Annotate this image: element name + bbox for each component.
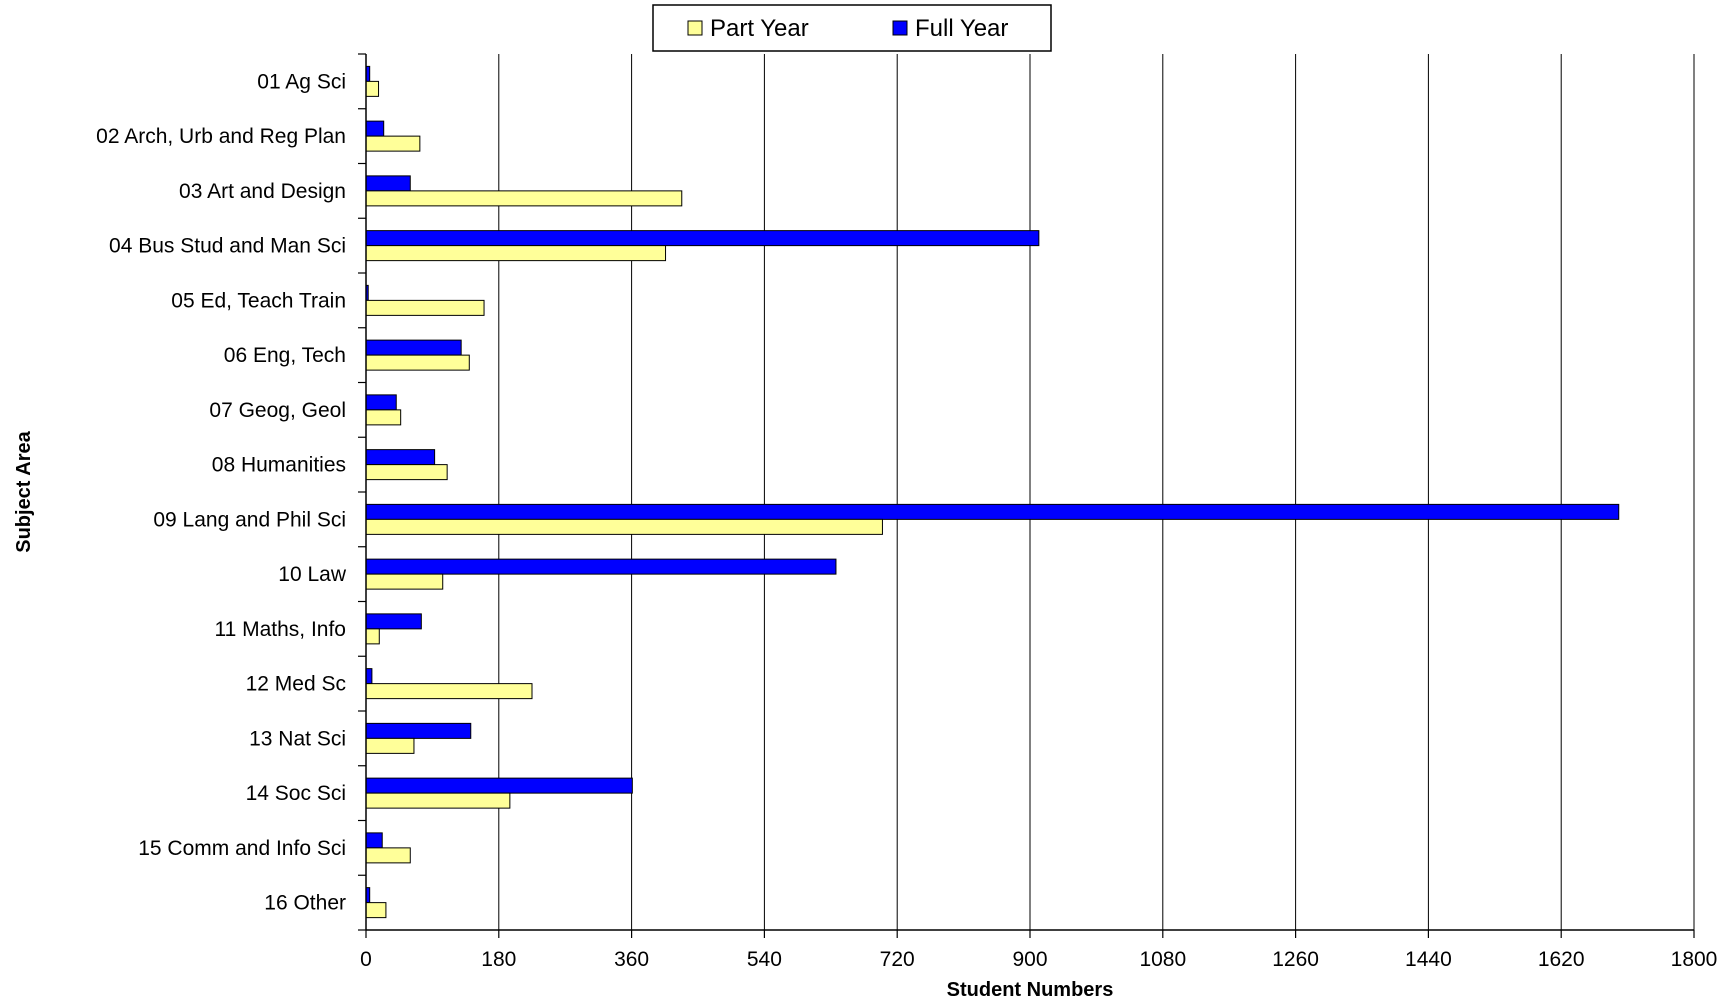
x-tick-label: 900 xyxy=(1012,948,1047,971)
bar-part-year xyxy=(365,299,485,316)
bar-full-year xyxy=(365,230,1040,247)
category-label: 06 Eng, Tech xyxy=(224,344,346,367)
x-tick-label: 720 xyxy=(880,948,915,971)
bar-part-year xyxy=(365,518,883,535)
y-axis-title: Subject Area xyxy=(13,430,35,552)
bar-full-year xyxy=(365,449,436,466)
bar-full-year xyxy=(365,558,837,575)
gridlines xyxy=(498,54,1695,930)
x-tick-label: 1080 xyxy=(1139,948,1186,971)
category-label: 13 Nat Sci xyxy=(249,727,346,750)
x-tick-label: 1260 xyxy=(1272,948,1319,971)
bar-part-year xyxy=(365,135,421,152)
category-labels: 01 Ag Sci 02 Arch, Urb and Reg Plan 03 Art… xyxy=(96,70,347,914)
bar-full-year xyxy=(365,394,397,411)
bar-full-year xyxy=(365,777,633,794)
legend-label-part-year: Part Year xyxy=(710,15,809,42)
legend: Part Year Full Year xyxy=(652,4,1052,52)
bar-part-year xyxy=(365,737,415,754)
legend-swatch-full-year xyxy=(892,20,908,36)
x-tick-label: 1620 xyxy=(1538,948,1585,971)
bar-part-year xyxy=(365,683,533,700)
x-tick-label: 360 xyxy=(614,948,649,971)
bar-part-year xyxy=(365,847,411,864)
bar-full-year xyxy=(365,668,373,685)
bar-full-year xyxy=(365,339,462,356)
category-label: 11 Maths, Info xyxy=(214,618,346,641)
legend-box xyxy=(652,4,1052,52)
category-label: 16 Other xyxy=(264,892,346,915)
x-tick-label: 540 xyxy=(747,948,782,971)
category-label: 14 Soc Sci xyxy=(246,782,346,805)
bar-full-year xyxy=(365,503,1620,520)
bar-part-year xyxy=(365,573,444,590)
bar-part-year xyxy=(365,902,387,919)
bar-part-year xyxy=(365,245,667,262)
bar-part-year xyxy=(365,464,448,481)
bar-part-year xyxy=(365,354,470,371)
category-label: 02 Arch, Urb and Reg Plan xyxy=(96,125,346,148)
legend-label-full-year: Full Year xyxy=(915,15,1008,42)
category-label: 07 Geog, Geol xyxy=(209,399,346,422)
bar-part-year xyxy=(365,792,511,809)
x-axis-title: Student Numbers xyxy=(947,979,1114,1001)
bar-part-year xyxy=(365,190,683,207)
category-label: 04 Bus Stud and Man Sci xyxy=(109,235,346,258)
category-label: 09 Lang and Phil Sci xyxy=(153,508,346,531)
category-label: 03 Art and Design xyxy=(179,180,346,203)
bar-full-year xyxy=(365,832,383,849)
x-tick-label: 0 xyxy=(360,948,372,971)
bar-part-year xyxy=(365,80,380,97)
category-label: 01 Ag Sci xyxy=(257,70,346,93)
axes xyxy=(358,53,1695,938)
bar-full-year xyxy=(365,175,411,192)
category-label: 12 Med Sc xyxy=(246,673,346,696)
category-label: 10 Law xyxy=(278,563,347,586)
category-label: 15 Comm and Info Sci xyxy=(138,837,346,860)
category-label: 08 Humanities xyxy=(212,454,346,477)
tick-labels: 0 180 360 540 720 900 1080 1260 1440 1620 1800 xyxy=(360,948,1717,971)
x-tick-label: 1440 xyxy=(1405,948,1452,971)
bar-full-year xyxy=(365,722,472,739)
x-tick-label: 180 xyxy=(481,948,516,971)
category-label: 05 Ed, Teach Train xyxy=(171,289,346,312)
legend-swatch-part-year xyxy=(687,20,703,36)
bar-part-year xyxy=(365,628,380,645)
x-tick-label: 1800 xyxy=(1671,948,1718,971)
bar-full-year xyxy=(365,613,422,630)
bar-part-year xyxy=(365,409,402,426)
bar-full-year xyxy=(365,120,385,137)
